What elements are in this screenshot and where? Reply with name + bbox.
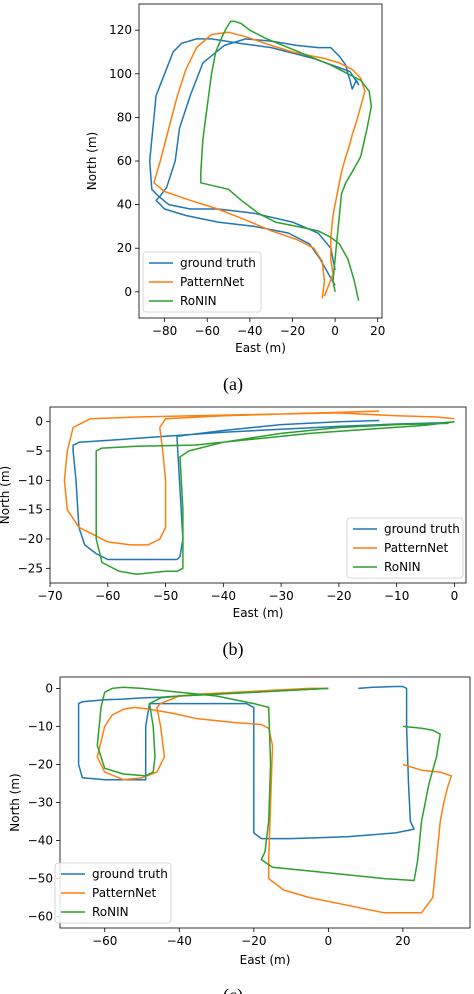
y-tick-label: −20 xyxy=(28,757,53,771)
series-line-ground-truth xyxy=(72,419,455,561)
legend-label: RoNIN xyxy=(180,294,217,308)
y-tick-label: −20 xyxy=(18,532,43,546)
x-tick-label: −70 xyxy=(37,589,62,603)
x-axis-label: East (m) xyxy=(240,953,291,967)
figure-caption: (b) xyxy=(223,639,244,660)
y-tick-label: 100 xyxy=(109,67,132,81)
x-tick-label: −40 xyxy=(211,589,236,603)
legend-box xyxy=(54,862,172,924)
series-line-ground-truth xyxy=(148,38,360,286)
chart-0: −80 −60 −40 −20 0 20 0 20 40 60 80 100 120 East (m) No… xyxy=(85,3,385,395)
y-tick-label: 40 xyxy=(117,198,132,212)
x-tick-label: −20 xyxy=(326,589,351,603)
x-axis-label: East (m) xyxy=(235,341,286,355)
axes-frame xyxy=(49,406,467,584)
y-tick-label: −10 xyxy=(18,473,43,487)
y-axis-label: North (m) xyxy=(0,466,12,524)
legend: ground truth PatternNet RoNIN xyxy=(142,251,262,313)
x-tick-label: 0 xyxy=(331,324,339,338)
legend-label: ground truth xyxy=(92,867,168,881)
x-tick-label: 20 xyxy=(370,324,385,338)
legend-label: PatternNet xyxy=(180,275,245,289)
series-line-patternnet xyxy=(63,410,455,546)
y-tick-label: −30 xyxy=(28,796,53,810)
legend-label: PatternNet xyxy=(384,541,449,555)
x-tick-label: −80 xyxy=(152,324,177,338)
legend-box xyxy=(142,251,262,313)
x-tick-label: −60 xyxy=(92,934,117,948)
x-tick-label: 0 xyxy=(451,589,459,603)
y-tick-label: −40 xyxy=(28,834,53,848)
chart-2: −60 −40 −20 0 20 0 −10 −20 −30 −40 −50 −60 East (m) N… xyxy=(8,676,471,994)
y-axis-label: North (m) xyxy=(85,132,99,190)
x-tick-label: −20 xyxy=(280,324,305,338)
x-tick-label: −50 xyxy=(153,589,178,603)
series-line-ronin xyxy=(200,20,373,301)
legend: ground truth PatternNet RoNIN xyxy=(54,862,172,924)
legend-label: PatternNet xyxy=(92,886,157,900)
y-tick-label: 0 xyxy=(45,681,53,695)
y-tick-label: −15 xyxy=(18,503,43,517)
x-tick-label: −40 xyxy=(167,934,192,948)
x-tick-label: −30 xyxy=(268,589,293,603)
y-axis-label: North (m) xyxy=(8,773,22,831)
x-tick-label: −20 xyxy=(241,934,266,948)
figure-caption: (c) xyxy=(223,985,243,994)
x-tick-label: 0 xyxy=(325,934,333,948)
y-tick-label: 120 xyxy=(109,23,132,37)
series-line-ronin xyxy=(95,420,455,575)
series-line-ground-truth xyxy=(77,685,415,840)
legend-box xyxy=(346,517,464,579)
y-tick-label: 60 xyxy=(117,154,132,168)
y-tick-label: 20 xyxy=(117,241,132,255)
y-tick-label: −60 xyxy=(28,910,53,924)
series-line-ronin xyxy=(96,686,441,882)
legend-label: RoNIN xyxy=(384,560,421,574)
series-line-patternnet xyxy=(96,687,453,914)
x-tick-label: −40 xyxy=(237,324,262,338)
x-tick-label: −60 xyxy=(195,324,220,338)
x-tick-label: −10 xyxy=(384,589,409,603)
y-tick-label: 0 xyxy=(124,285,132,299)
y-tick-label: −10 xyxy=(28,719,53,733)
legend-label: ground truth xyxy=(180,256,256,270)
chart-1: −70 −60 −50 −40 −30 −20 −10 0 0 −5 −10 −15 −20 −25 Eas… xyxy=(0,406,467,660)
y-tick-label: 80 xyxy=(117,110,132,124)
series-line-patternnet xyxy=(153,31,366,299)
y-tick-label: 0 xyxy=(35,415,43,429)
x-tick-label: −60 xyxy=(95,589,120,603)
x-tick-label: 20 xyxy=(395,934,410,948)
legend-label: RoNIN xyxy=(92,905,129,919)
x-axis-label: East (m) xyxy=(233,606,284,620)
figure-caption: (a) xyxy=(223,374,243,395)
y-tick-label: −25 xyxy=(18,561,43,575)
legend-label: ground truth xyxy=(384,522,460,536)
legend: ground truth PatternNet RoNIN xyxy=(346,517,464,579)
y-tick-label: −5 xyxy=(25,444,43,458)
y-tick-label: −50 xyxy=(28,872,53,886)
